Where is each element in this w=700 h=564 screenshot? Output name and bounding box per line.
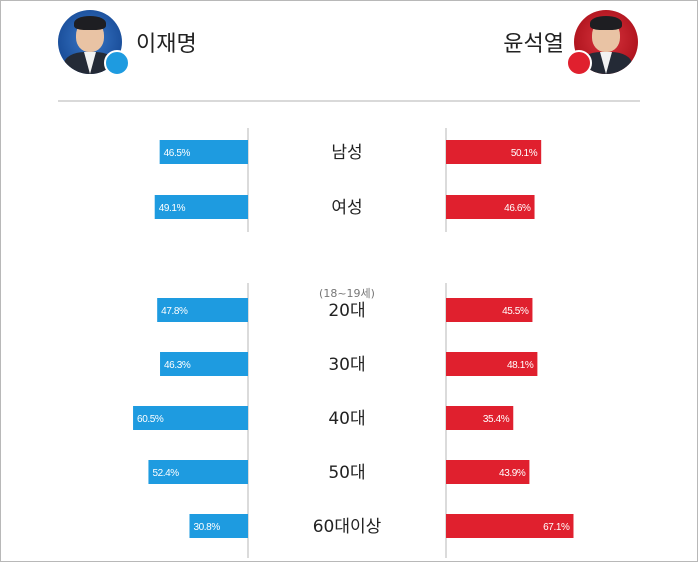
bar-value-label: 47.8% [161, 306, 188, 317]
candidate-name: 이재명 [136, 31, 197, 56]
bar-right [446, 406, 514, 430]
bar-left [159, 140, 248, 164]
bar-value-label: 45.5% [502, 306, 529, 317]
party-color-dot [104, 50, 130, 76]
portrait-icon [566, 10, 638, 76]
bar-left [160, 352, 248, 376]
category-label: 30대 [328, 355, 365, 375]
bar-left [154, 195, 248, 219]
candidate-name: 윤석열 [503, 31, 564, 56]
bar-left [133, 406, 248, 430]
bar-right [446, 298, 533, 322]
bar-left [157, 298, 248, 322]
category-label: 20대 [328, 301, 365, 321]
category-label: 40대 [328, 409, 365, 429]
bar-right [446, 460, 530, 484]
bar-value-label: 52.4% [152, 468, 179, 479]
candidate-left: 이재명 [58, 10, 197, 76]
candidate-right: 윤석열 [503, 10, 638, 76]
bar-value-label: 48.1% [507, 360, 534, 371]
party-color-dot [566, 50, 592, 76]
bar-value-label: 43.9% [499, 468, 526, 479]
bar-left [148, 460, 248, 484]
category-note: (18~19세) [319, 287, 375, 300]
bar-right [446, 195, 535, 219]
category-label: 남성 [331, 143, 362, 163]
bar-value-label: 67.1% [543, 522, 570, 533]
category-label: 여성 [331, 198, 362, 218]
bar-right [446, 352, 538, 376]
bar-right [446, 514, 574, 538]
category-label: 60대이상 [313, 517, 382, 537]
bar-value-label: 49.1% [159, 203, 186, 214]
portrait-icon [58, 10, 130, 76]
header-divider [58, 100, 640, 102]
bar-value-label: 60.5% [137, 414, 164, 425]
bar-left [189, 514, 248, 538]
bar-value-label: 46.3% [164, 360, 191, 371]
bar-right [446, 140, 542, 164]
bar-value-label: 50.1% [511, 148, 538, 159]
category-label: 50대 [328, 463, 365, 483]
bar-value-label: 46.5% [164, 148, 191, 159]
bar-value-label: 46.6% [504, 203, 531, 214]
bar-value-label: 30.8% [193, 522, 220, 533]
bar-value-label: 35.4% [483, 414, 510, 425]
